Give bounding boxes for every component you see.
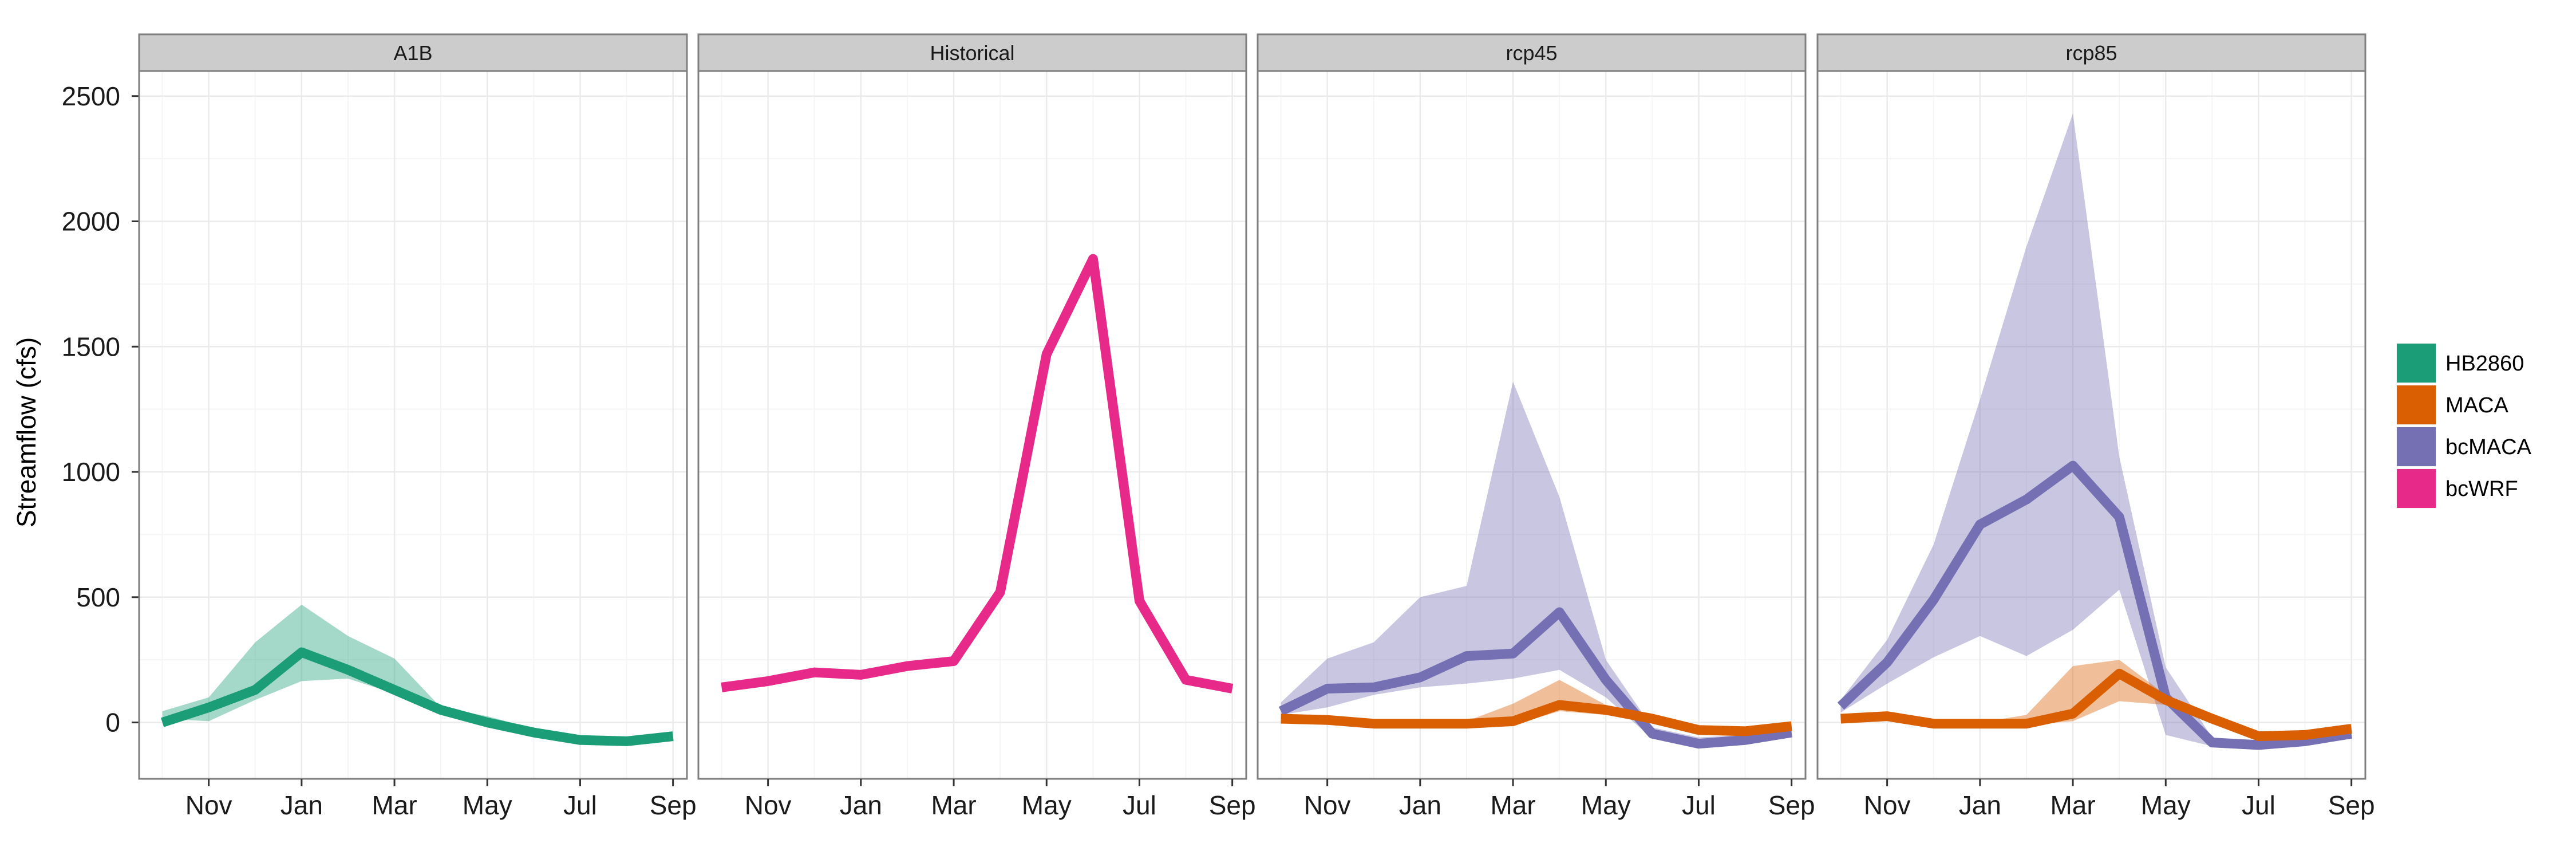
panel-rcp85: rcp85 Nov Jan Mar May Jul Sep bbox=[1816, 33, 2375, 820]
y-tick-label: 1500 bbox=[62, 332, 120, 361]
legend-label: HB2860 bbox=[2445, 352, 2524, 376]
y-tick-label: 2000 bbox=[62, 207, 120, 237]
x-tick-label: May bbox=[2141, 790, 2191, 820]
facet-strip bbox=[697, 33, 1247, 72]
facet-strip-label: rcp45 bbox=[1506, 41, 1557, 65]
facet-strip bbox=[138, 33, 688, 72]
x-tick-label: Nov bbox=[745, 790, 792, 820]
legend-label: bcMACA bbox=[2445, 435, 2532, 459]
x-tick-label: Nov bbox=[1304, 790, 1351, 820]
x-tick-label: Sep bbox=[2328, 790, 2375, 820]
y-tick-label: 2500 bbox=[62, 81, 120, 111]
y-axis: 0 500 1000 1500 2000 2500 bbox=[62, 81, 139, 738]
legend-label: MACA bbox=[2445, 393, 2508, 417]
legend-swatch-hb2860 bbox=[2397, 344, 2436, 383]
x-tick-label: Jan bbox=[280, 790, 323, 820]
facet-strip-label: A1B bbox=[393, 41, 432, 65]
x-tick-label: Sep bbox=[650, 790, 697, 820]
ribbon-bcmaca bbox=[1840, 113, 2352, 749]
facet-strip bbox=[1257, 33, 1807, 72]
x-tick-label: Jul bbox=[1682, 790, 1716, 820]
x-tick-label: Jul bbox=[1123, 790, 1156, 820]
panel-background bbox=[139, 71, 687, 779]
series-line-bcwrf bbox=[721, 254, 1234, 693]
x-tick-label: Jan bbox=[1959, 790, 2001, 820]
legend-swatch-bcwrf bbox=[2397, 469, 2436, 508]
series-line-maca bbox=[1840, 668, 2352, 742]
y-tick-label: 0 bbox=[105, 708, 120, 738]
panel-historical: Historical Nov Jan Mar May Jul Sep bbox=[697, 33, 1256, 820]
y-axis-label: Streamflow (cfs) bbox=[11, 337, 41, 527]
x-tick-label: May bbox=[1022, 790, 1072, 820]
y-tick-label: 500 bbox=[76, 582, 120, 612]
legend-label: bcWRF bbox=[2445, 477, 2518, 501]
x-tick-label: Jan bbox=[1399, 790, 1441, 820]
panel-rcp45: rcp45 Nov Jan Mar May Jul Sep bbox=[1257, 33, 1815, 820]
x-tick-label: Nov bbox=[185, 790, 232, 820]
x-tick-label: Mar bbox=[372, 790, 417, 820]
x-tick-label: Sep bbox=[1209, 790, 1256, 820]
panel-background bbox=[1818, 71, 2365, 779]
facet-strip-label: rcp85 bbox=[2065, 41, 2117, 65]
panel-a1b: A1B Nov Jan Mar May Jul Sep bbox=[138, 33, 697, 820]
series-line-bcmaca bbox=[1278, 607, 1793, 749]
x-tick-label: May bbox=[1581, 790, 1631, 820]
legend: HB2860 MACA bcMACA bcWRF bbox=[2395, 342, 2532, 510]
x-tick-label: Jul bbox=[2242, 790, 2275, 820]
panel-background bbox=[698, 71, 1246, 779]
facet-panels: A1B Nov Jan Mar May Jul Sep Historical Nov Jan Mar… bbox=[138, 33, 2375, 820]
facet-strip-label: Historical bbox=[930, 41, 1014, 65]
ribbon-bcmaca bbox=[1281, 381, 1792, 747]
x-tick-label: Mar bbox=[1490, 790, 1535, 820]
series-line-maca bbox=[1281, 700, 1792, 736]
x-tick-label: May bbox=[463, 790, 512, 820]
x-tick-label: Jul bbox=[563, 790, 597, 820]
x-tick-label: Jan bbox=[840, 790, 882, 820]
y-tick-label: 1000 bbox=[62, 457, 120, 487]
x-tick-label: Nov bbox=[1864, 790, 1911, 820]
facet-strip bbox=[1816, 33, 2366, 72]
series-line-hb2860 bbox=[160, 647, 674, 746]
x-tick-label: Mar bbox=[931, 790, 976, 820]
panel-background bbox=[1258, 71, 1805, 779]
x-tick-label: Mar bbox=[2050, 790, 2095, 820]
ribbon-hb2860 bbox=[162, 604, 673, 743]
series-line-bcmaca bbox=[1837, 460, 2353, 750]
y-axis-title: Streamflow (cfs) bbox=[11, 337, 41, 527]
legend-swatch-bcmaca bbox=[2397, 427, 2436, 466]
x-tick-label: Sep bbox=[1768, 790, 1815, 820]
legend-swatch-maca bbox=[2397, 385, 2436, 424]
